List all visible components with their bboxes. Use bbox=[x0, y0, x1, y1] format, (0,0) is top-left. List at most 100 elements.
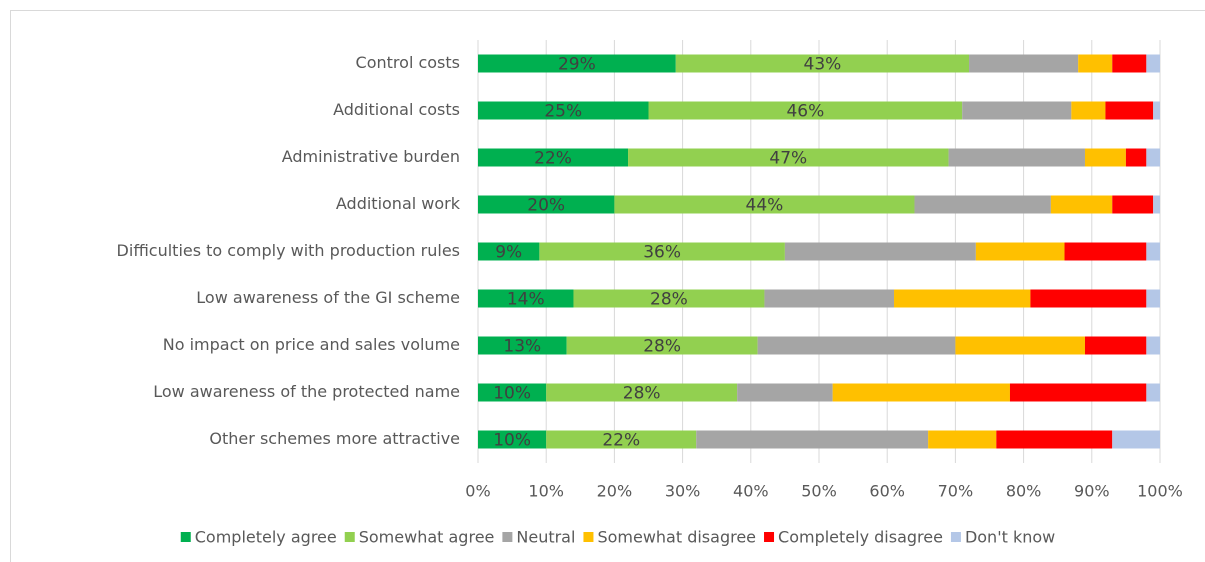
x-tick-label: 40% bbox=[733, 482, 769, 501]
chart-frame bbox=[10, 10, 1205, 562]
bar-segment bbox=[1064, 242, 1147, 261]
bar-segment bbox=[1009, 383, 1147, 402]
bar-segment bbox=[478, 336, 567, 355]
y-tick-label: Administrative burden bbox=[282, 147, 460, 166]
legend-swatch bbox=[764, 532, 775, 542]
bar-segment bbox=[1078, 54, 1113, 73]
y-tick-label: Additional costs bbox=[333, 100, 460, 119]
data-label: 47% bbox=[769, 149, 807, 169]
bar-segment bbox=[948, 148, 1085, 167]
bar-segment bbox=[648, 101, 963, 120]
bar-segment bbox=[914, 195, 1051, 214]
bar-segment bbox=[757, 336, 956, 355]
bar-segment bbox=[478, 148, 629, 167]
legend-swatch bbox=[583, 532, 594, 542]
bar-segment bbox=[478, 430, 547, 449]
legend-label: Completely agree bbox=[195, 528, 337, 547]
bar-segment bbox=[1084, 148, 1126, 167]
bar-segment bbox=[546, 430, 697, 449]
bar-segment bbox=[628, 148, 949, 167]
y-tick-label: Difficulties to comply with production r… bbox=[117, 241, 460, 260]
y-tick-label: Low awareness of the protected name bbox=[153, 382, 460, 401]
x-tick-label: 100% bbox=[1137, 482, 1183, 501]
bar-segment bbox=[1146, 242, 1160, 261]
bar-segment bbox=[1146, 289, 1160, 308]
bar-segment bbox=[1125, 148, 1147, 167]
bar-segment bbox=[1153, 101, 1160, 120]
bar-segment bbox=[566, 336, 758, 355]
bar-segment bbox=[928, 430, 997, 449]
bar-segment bbox=[478, 101, 649, 120]
bar-segment bbox=[1030, 289, 1147, 308]
legend-label: Neutral bbox=[516, 528, 575, 547]
x-tick-label: 70% bbox=[938, 482, 974, 501]
legend-label: Don't know bbox=[965, 528, 1055, 547]
bar-segment bbox=[764, 289, 895, 308]
x-tick-label: 80% bbox=[1006, 482, 1042, 501]
x-tick-label: 30% bbox=[665, 482, 701, 501]
bar-segment bbox=[546, 383, 738, 402]
x-tick-label: 0% bbox=[465, 482, 490, 501]
bar-segment bbox=[478, 54, 676, 73]
bar-segment bbox=[1084, 336, 1147, 355]
bar-segment bbox=[478, 242, 540, 261]
bar-segment bbox=[969, 54, 1079, 73]
data-label: 46% bbox=[786, 102, 824, 122]
x-tick-label: 50% bbox=[801, 482, 837, 501]
bar-segment bbox=[1146, 148, 1160, 167]
data-label: 28% bbox=[623, 384, 661, 404]
bar-segment bbox=[975, 242, 1065, 261]
bar-segment bbox=[539, 242, 785, 261]
legend-swatch bbox=[950, 532, 961, 542]
bar-segment bbox=[478, 383, 547, 402]
bar-segment bbox=[1146, 54, 1160, 73]
x-tick-label: 10% bbox=[528, 482, 564, 501]
bar-segment bbox=[1153, 195, 1160, 214]
bar-segment bbox=[737, 383, 833, 402]
bar-segment bbox=[996, 430, 1113, 449]
bar-segment bbox=[696, 430, 929, 449]
x-tick-label: 90% bbox=[1074, 482, 1110, 501]
bar-segment bbox=[894, 289, 1031, 308]
bar-segment bbox=[955, 336, 1085, 355]
x-tick-label: 60% bbox=[869, 482, 905, 501]
data-label: 9% bbox=[495, 243, 522, 263]
legend-swatch bbox=[502, 532, 513, 542]
data-label: 10% bbox=[493, 431, 531, 451]
data-label: 43% bbox=[804, 55, 842, 75]
bar-segment bbox=[962, 101, 1072, 120]
data-label: 14% bbox=[507, 290, 545, 310]
bar-segment bbox=[1112, 54, 1147, 73]
bar-segment bbox=[1050, 195, 1113, 214]
bar-segment bbox=[1146, 383, 1160, 402]
bar-segment bbox=[1071, 101, 1106, 120]
bar-segment bbox=[478, 289, 574, 308]
legend-swatch bbox=[180, 532, 191, 542]
legend-label: Somewhat disagree bbox=[597, 528, 756, 547]
data-label: 22% bbox=[602, 431, 640, 451]
data-label: 36% bbox=[643, 243, 681, 263]
data-label: 20% bbox=[527, 196, 565, 216]
legend-swatch bbox=[344, 532, 355, 542]
data-label: 25% bbox=[544, 102, 582, 122]
bar-segment bbox=[478, 195, 615, 214]
bar-segment bbox=[1112, 430, 1160, 449]
y-tick-label: Additional work bbox=[336, 194, 461, 213]
data-label: 13% bbox=[503, 337, 541, 357]
bar-segment bbox=[573, 289, 765, 308]
bar-segment bbox=[784, 242, 976, 261]
data-label: 29% bbox=[558, 55, 596, 75]
legend-label: Somewhat agree bbox=[359, 528, 495, 547]
data-label: 22% bbox=[534, 149, 572, 169]
y-tick-label: Low awareness of the GI scheme bbox=[196, 288, 460, 307]
bar-segment bbox=[1112, 195, 1154, 214]
legend-label: Completely disagree bbox=[778, 528, 943, 547]
bar-segment bbox=[1146, 336, 1160, 355]
bar-segment bbox=[1105, 101, 1154, 120]
y-tick-label: Control costs bbox=[356, 53, 460, 72]
bar-segment bbox=[675, 54, 970, 73]
y-tick-label: Other schemes more attractive bbox=[209, 429, 460, 448]
y-tick-label: No impact on price and sales volume bbox=[163, 335, 460, 354]
data-label: 28% bbox=[643, 337, 681, 357]
